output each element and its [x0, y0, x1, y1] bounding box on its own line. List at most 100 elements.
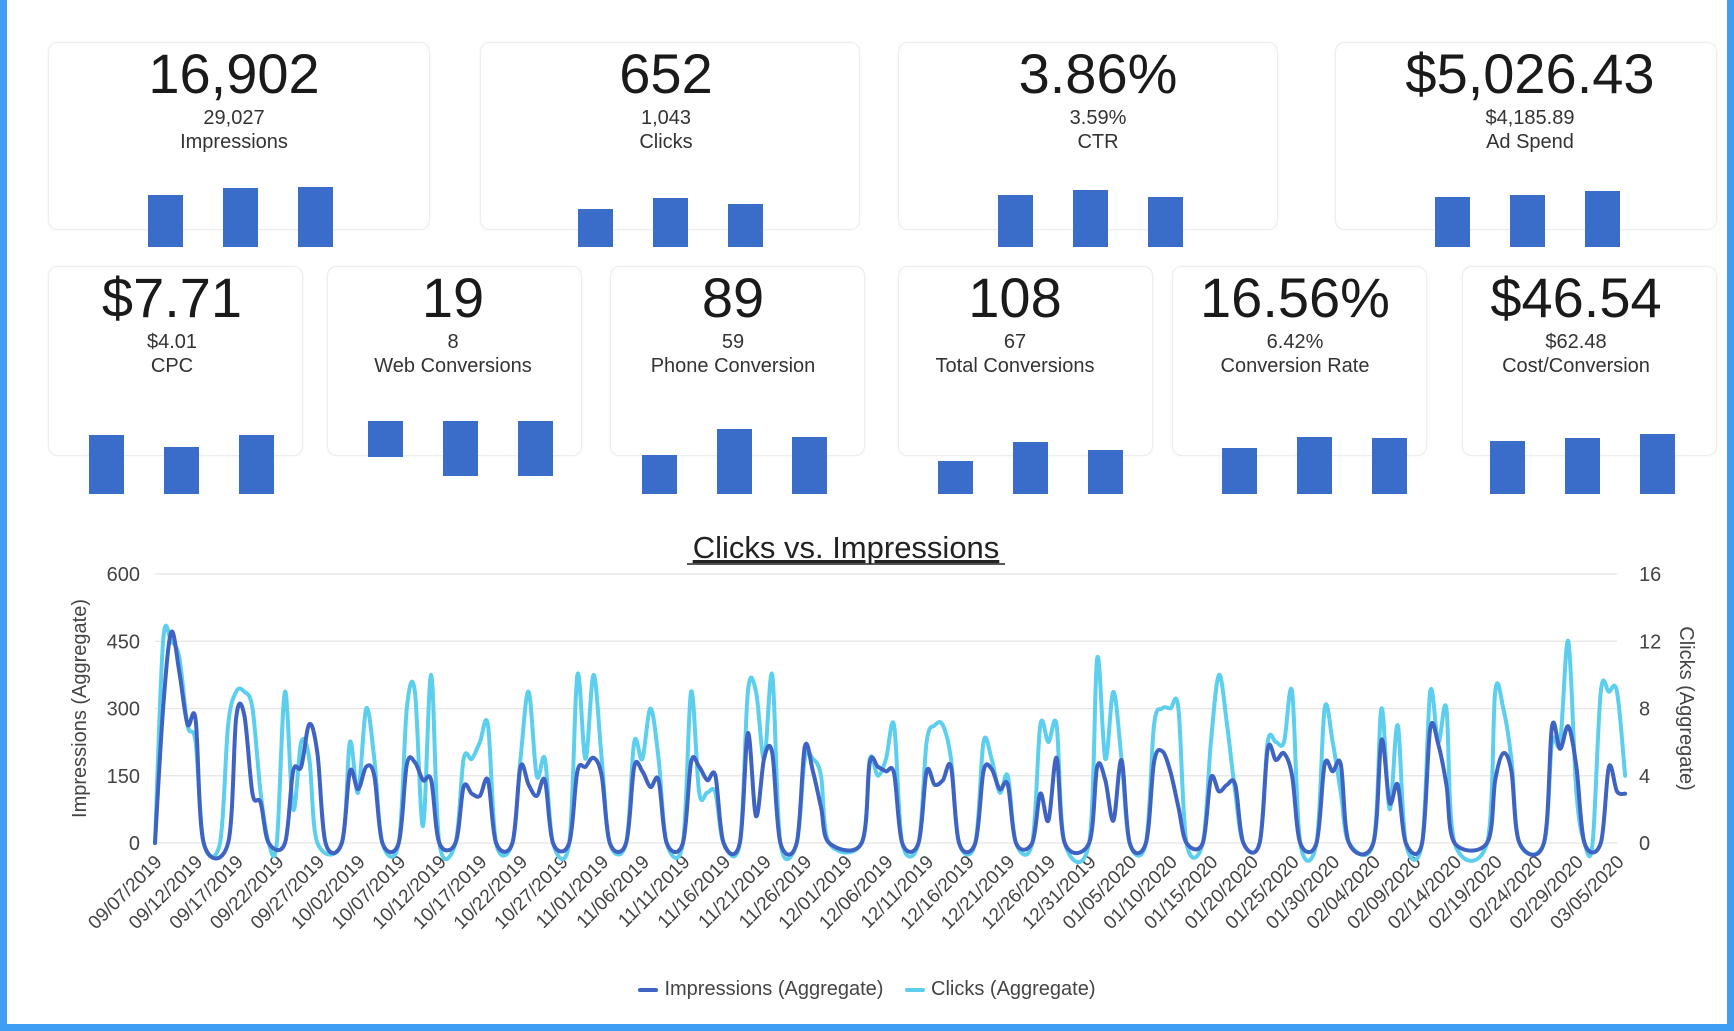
- kpi-previous: 67: [1003, 331, 1027, 353]
- legend-impressions[interactable]: Impressions (Aggregate): [638, 978, 883, 1001]
- kpi-previous: 6.42%: [1266, 331, 1324, 353]
- kpi-mini-bar: [938, 461, 973, 494]
- legend-swatch-impressions: [638, 987, 659, 992]
- kpi-value: 108: [968, 266, 1062, 329]
- y-tick-label: 0: [129, 833, 140, 855]
- kpi-mini-bar: [1510, 195, 1545, 247]
- kpi-label: CPC: [150, 355, 194, 377]
- y-tick-label: 450: [107, 631, 140, 653]
- kpi-card-cost-conversion: [1462, 266, 1717, 456]
- kpi-label: CTR: [1077, 131, 1119, 153]
- kpi-label: Clicks: [639, 131, 693, 153]
- legend-swatch-clicks: [905, 987, 926, 992]
- series-impressions-line: [153, 629, 1628, 861]
- kpi-value: $46.54: [1490, 266, 1662, 329]
- kpi-mini-bar: [717, 429, 752, 494]
- kpi-mini-bar: [518, 421, 553, 476]
- kpi-change: [613, 379, 853, 387]
- kpi-value: 16.56%: [1200, 266, 1390, 329]
- kpi-mini-bar: [1640, 434, 1675, 494]
- kpi-ctr: 3.86% 3.59% CTR: [948, 42, 1248, 155]
- kpi-mini-bar: [653, 198, 688, 247]
- y2-tick-label: 16: [1639, 564, 1661, 586]
- kpi-web-conversions: 19 8 Web Conversions: [333, 266, 573, 387]
- kpi-value: 3.86%: [1018, 42, 1178, 105]
- kpi-change: [333, 379, 573, 387]
- kpi-cost-conversion: $46.54 $62.48 Cost/Conversion: [1456, 266, 1696, 387]
- kpi-mini-bar: [1490, 441, 1525, 494]
- kpi-value: 652: [619, 42, 713, 105]
- y-tick-label: 150: [107, 766, 140, 788]
- legend-clicks[interactable]: Clicks (Aggregate): [905, 978, 1096, 1001]
- kpi-value: 16,902: [148, 42, 320, 105]
- kpi-mini-bar: [148, 195, 183, 247]
- kpi-mini-bar: [998, 195, 1033, 247]
- y2-tick-label: 4: [1639, 766, 1650, 788]
- kpi-card-cpc: [48, 266, 303, 456]
- kpi-mini-bar: [1297, 437, 1332, 494]
- kpi-change: [1456, 379, 1696, 387]
- kpi-previous: 3.59%: [1069, 107, 1127, 129]
- kpi-mini-bar: [1013, 442, 1048, 494]
- kpi-mini-bar: [1088, 450, 1123, 494]
- kpi-mini-bar: [298, 187, 333, 247]
- kpi-mini-bar: [792, 437, 827, 494]
- kpi-change: [1175, 379, 1415, 387]
- y2-tick-label: 8: [1639, 699, 1650, 721]
- kpi-mini-bar: [642, 455, 677, 494]
- legend-label: Clicks (Aggregate): [931, 978, 1096, 1000]
- chart-legend: Impressions (Aggregate) Clicks (Aggregat…: [0, 978, 1734, 1001]
- kpi-clicks: 652 1,043 Clicks: [516, 42, 816, 155]
- chart-title: Clicks vs. Impressions: [693, 530, 1000, 565]
- legend-label: Impressions (Aggregate): [664, 978, 884, 1000]
- kpi-label: Impressions: [180, 131, 288, 153]
- kpi-label: Ad Spend: [1486, 131, 1574, 153]
- kpi-phone-conversion: 89 59 Phone Conversion: [613, 266, 853, 387]
- y2-axis-title: Clicks (Aggregate): [1675, 626, 1697, 791]
- kpi-label: Web Conversions: [374, 355, 532, 377]
- kpi-mini-bar: [443, 421, 478, 476]
- kpi-total-conversions: 108 67 Total Conversions: [895, 266, 1135, 387]
- kpi-label: Phone Conversion: [650, 355, 816, 377]
- clicks-vs-impressions-chart: Clicks vs. Impressions 0 150 300 450 600 0 4 8 12…: [69, 530, 1697, 934]
- kpi-card-conversion-rate: [1172, 266, 1427, 456]
- kpi-mini-bar: [368, 421, 403, 457]
- kpi-label: Conversion Rate: [1220, 355, 1370, 377]
- kpi-previous: $62.48: [1545, 331, 1607, 353]
- kpi-previous: $4.01: [146, 331, 198, 353]
- kpi-mini-bar: [1372, 438, 1407, 494]
- y2-tick-label: 0: [1639, 833, 1650, 855]
- kpi-ad-spend: $5,026.43 $4,185.89 Ad Spend: [1380, 42, 1680, 155]
- kpi-card-impressions: [48, 42, 430, 230]
- kpi-mini-bar: [1148, 197, 1183, 247]
- kpi-cpc: $7.71 $4.01 CPC: [52, 266, 292, 387]
- y2-tick-label: 12: [1639, 631, 1661, 653]
- kpi-card-phone-conversion: [610, 266, 865, 456]
- kpi-value: $5,026.43: [1405, 42, 1655, 105]
- kpi-card-total-conversions: [898, 266, 1153, 456]
- kpi-mini-bar: [1073, 190, 1108, 247]
- kpi-previous: 29,027: [203, 107, 265, 129]
- y-tick-label: 600: [107, 564, 140, 586]
- kpi-mini-bar: [1565, 438, 1600, 494]
- kpi-previous: 59: [721, 331, 745, 353]
- kpi-previous: 1,043: [640, 107, 692, 129]
- kpi-mini-bar: [578, 209, 613, 247]
- y-axis-title: Impressions (Aggregate): [69, 599, 91, 818]
- kpi-mini-bar: [728, 204, 763, 247]
- kpi-value: $7.71: [101, 266, 243, 329]
- kpi-value: 19: [421, 266, 485, 329]
- kpi-value: 89: [701, 266, 765, 329]
- kpi-mini-bar: [89, 435, 124, 494]
- kpi-change: [52, 379, 292, 387]
- kpi-label: Total Conversions: [935, 355, 1095, 377]
- y-tick-label: 300: [107, 699, 140, 721]
- kpi-change: [895, 379, 1135, 387]
- kpi-previous: $4,185.89: [1485, 107, 1575, 129]
- kpi-mini-bar: [223, 188, 258, 247]
- kpi-impressions: 16,902 29,027 Impressions: [84, 42, 384, 155]
- kpi-mini-bar: [239, 435, 274, 494]
- kpi-mini-bar: [1222, 448, 1257, 494]
- kpi-previous: 8: [447, 331, 459, 353]
- kpi-mini-bar: [164, 447, 199, 494]
